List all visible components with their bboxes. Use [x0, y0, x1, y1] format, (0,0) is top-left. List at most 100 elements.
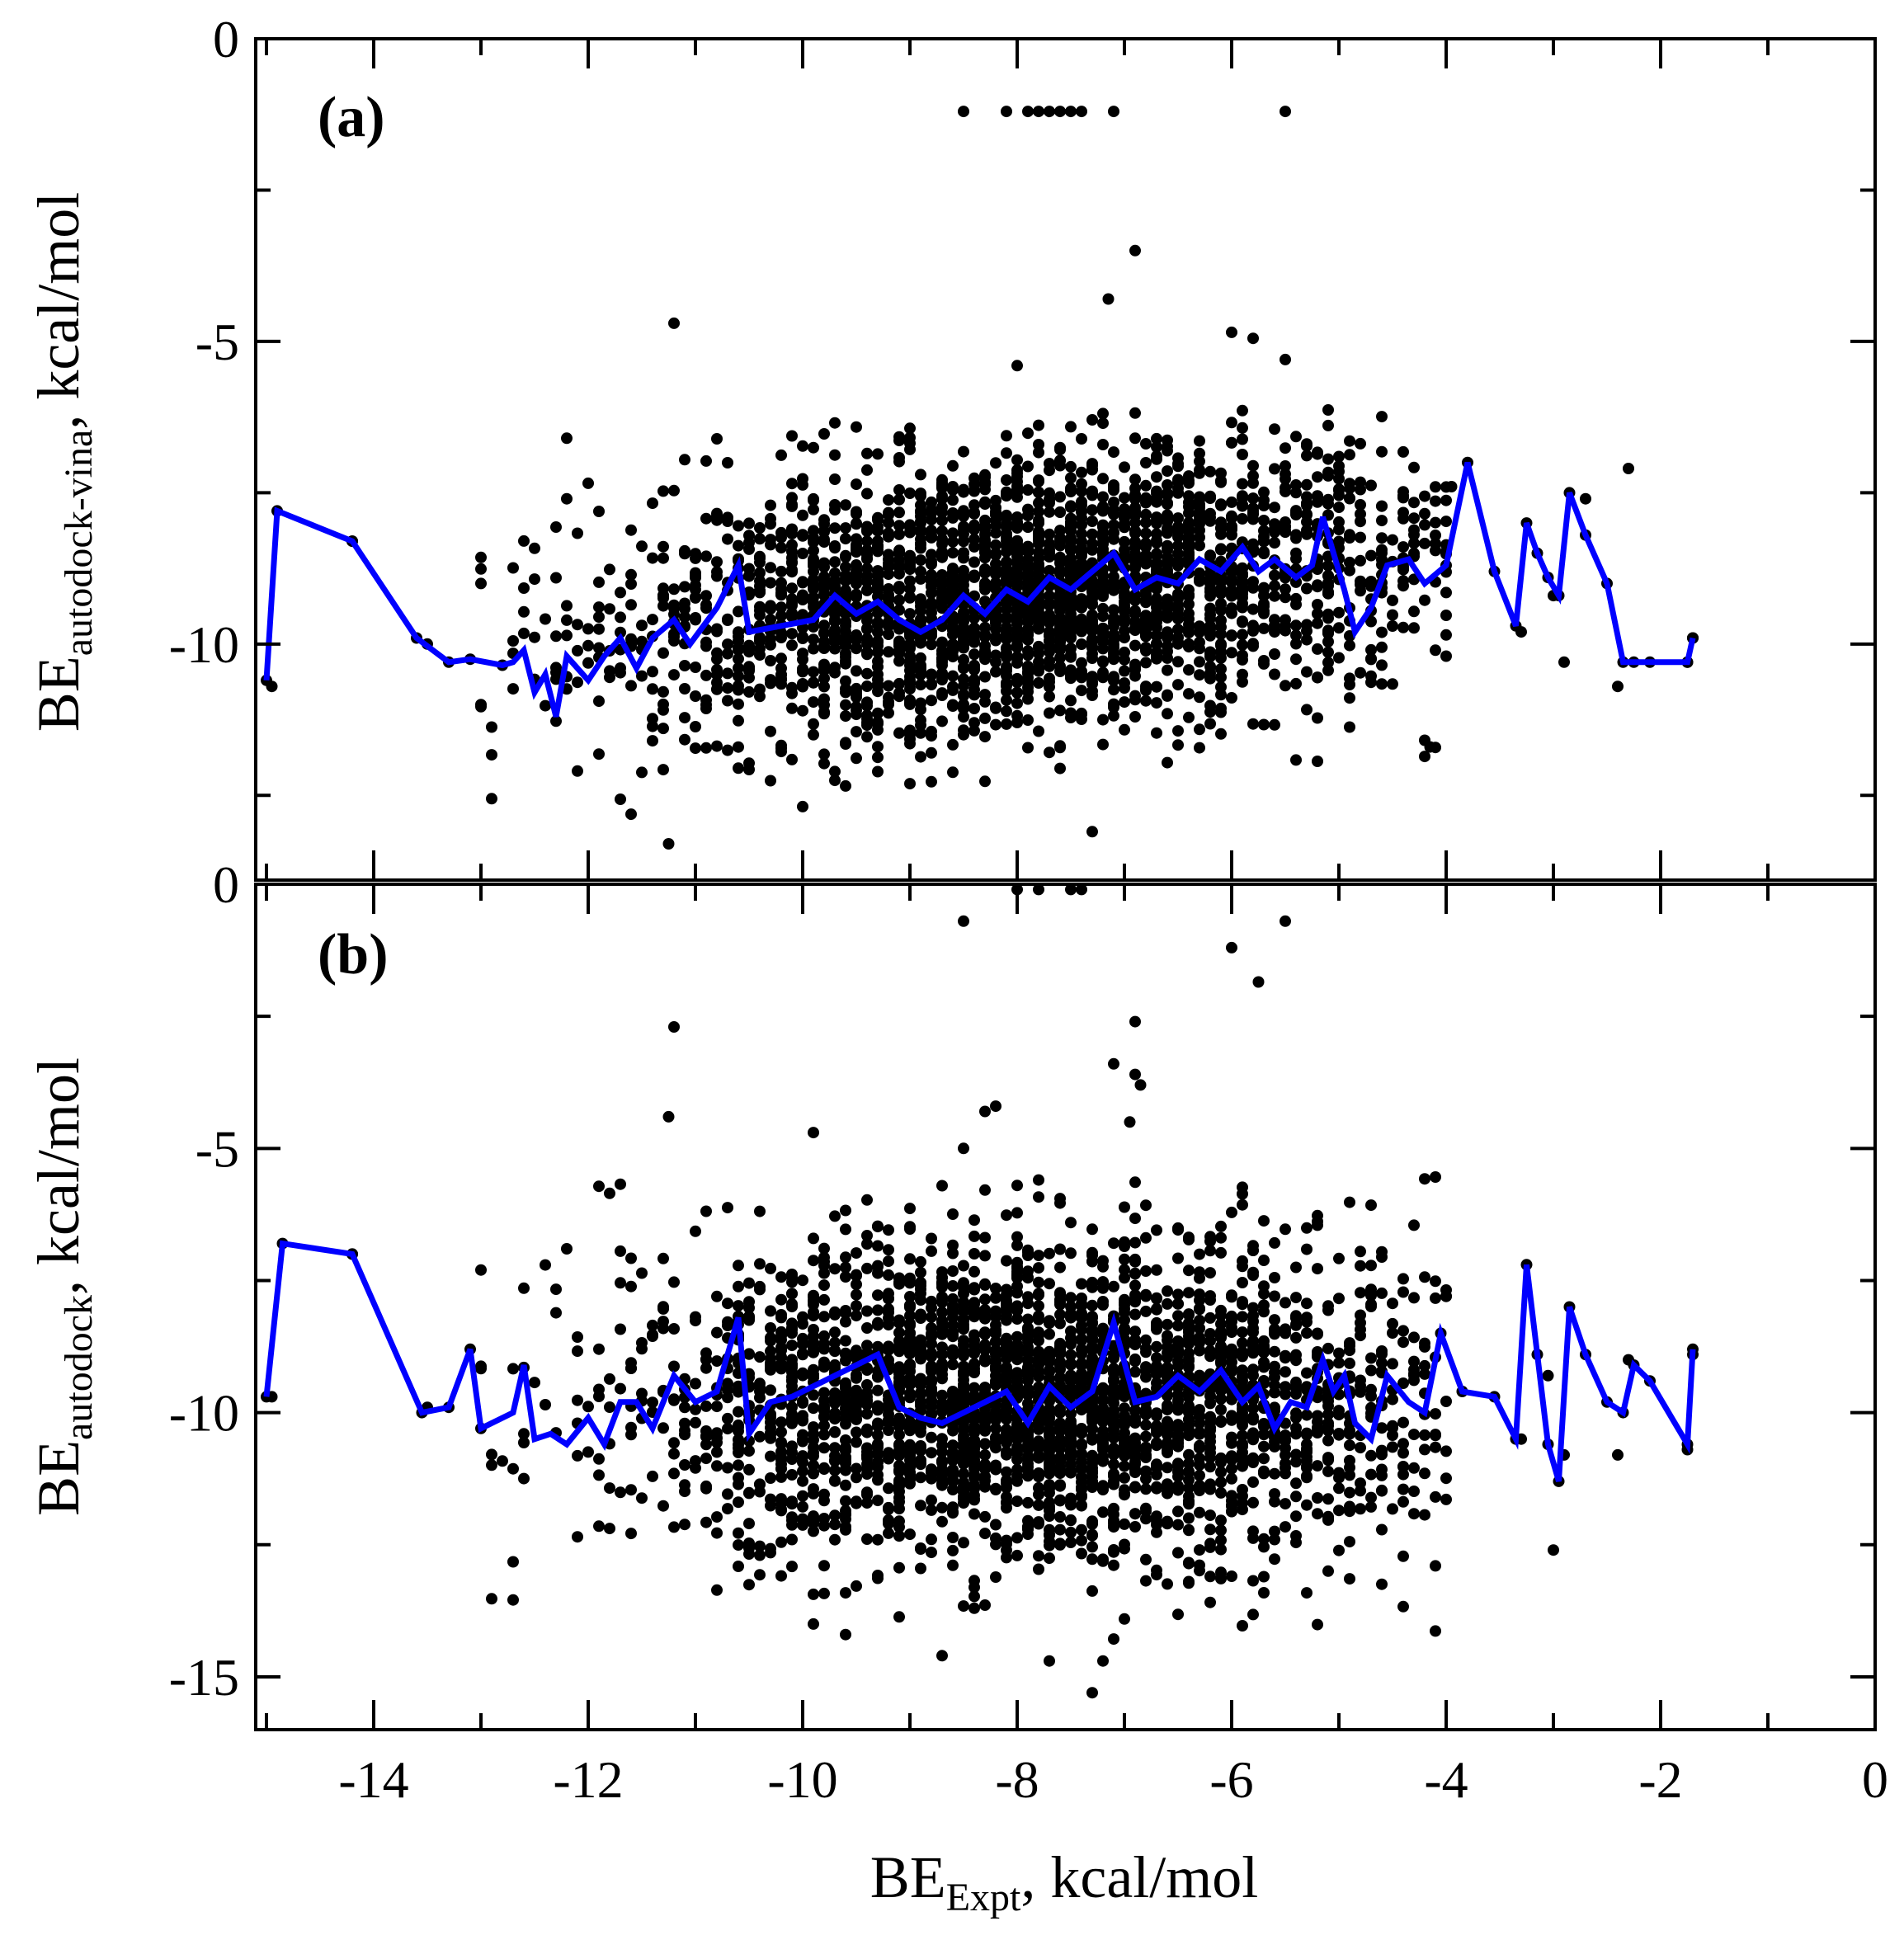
panel-a-x-ticks: [265, 39, 1877, 880]
scatter-point: [861, 623, 873, 634]
scatter-point: [1355, 437, 1366, 450]
scatter-point: [936, 506, 948, 519]
scatter-point: [936, 1397, 948, 1410]
scatter-point: [733, 714, 744, 727]
scatter-point: [1204, 1461, 1216, 1473]
scatter-point: [662, 838, 675, 850]
scatter-point: [883, 691, 894, 704]
scatter-point: [947, 1208, 959, 1220]
scatter-point: [1140, 1265, 1152, 1277]
scatter-point: [1258, 718, 1270, 731]
scatter-point: [1022, 1325, 1034, 1336]
scatter-point: [711, 683, 723, 695]
scatter-point: [1237, 404, 1248, 417]
scatter-point: [958, 445, 969, 458]
scatter-point: [679, 1401, 690, 1414]
scatter-point: [926, 1350, 937, 1363]
scatter-point: [733, 1300, 744, 1312]
scatter-point: [754, 1283, 766, 1296]
scatter-point: [1194, 467, 1205, 479]
scatter-point: [1301, 478, 1313, 491]
scatter-point: [979, 640, 991, 652]
scatter-point: [958, 1600, 969, 1613]
scatter-point: [1280, 572, 1291, 584]
scatter-point: [700, 636, 712, 648]
scatter-point: [936, 667, 948, 680]
scatter-point: [550, 630, 562, 643]
scatter-point: [1322, 1565, 1334, 1577]
scatter-point: [818, 1242, 830, 1255]
scatter-point: [765, 1305, 776, 1317]
scatter-point: [754, 1486, 766, 1498]
scatter-point: [1333, 652, 1345, 664]
scatter-point: [1376, 1578, 1388, 1590]
scatter-point: [1419, 594, 1430, 606]
scatter-point: [1237, 649, 1248, 662]
scatter-point: [1312, 1219, 1323, 1231]
scatter-point: [1247, 603, 1259, 615]
scatter-point: [1269, 614, 1280, 626]
scatter-point: [1151, 432, 1162, 445]
scatter-point: [1108, 647, 1119, 659]
scatter-point: [818, 1255, 830, 1268]
scatter-point: [958, 724, 969, 737]
scatter-point: [893, 452, 905, 464]
scatter-point: [829, 417, 841, 429]
scatter-point: [893, 1326, 905, 1339]
scatter-point: [1065, 1407, 1077, 1420]
scatter-point: [872, 635, 884, 647]
scatter-point: [1086, 581, 1098, 593]
scatter-point: [1001, 1344, 1012, 1356]
scatter-point: [958, 1467, 969, 1480]
scatter-point: [968, 1214, 980, 1227]
scatter-point: [947, 547, 959, 559]
scatter-point: [936, 515, 948, 527]
scatter-point: [1054, 762, 1066, 775]
scatter-point: [743, 536, 755, 549]
scatter-point: [733, 1280, 744, 1293]
scatter-point: [915, 633, 926, 646]
scatter-point: [690, 1416, 701, 1429]
scatter-point: [1204, 672, 1216, 685]
scatter-point: [1033, 446, 1044, 459]
scatter-point: [926, 1311, 937, 1323]
scatter-point: [1215, 1524, 1227, 1537]
scatter-point: [979, 1278, 991, 1291]
scatter-point: [786, 607, 798, 619]
panel-a-label: (a): [318, 86, 385, 149]
scatter-point: [1194, 1544, 1205, 1556]
scatter-point: [1054, 596, 1066, 609]
scatter-point: [840, 779, 851, 792]
scatter-point: [1076, 614, 1087, 626]
scatter-point: [979, 1449, 991, 1461]
scatter-point: [700, 512, 712, 525]
scatter-point: [1215, 1382, 1227, 1394]
scatter-point: [604, 563, 615, 576]
scatter-point: [1344, 1424, 1355, 1437]
scatter-point: [786, 1514, 798, 1527]
scatter-point: [1237, 499, 1248, 511]
scatter-point: [700, 694, 712, 706]
scatter-point: [1001, 665, 1012, 677]
scatter-point: [893, 567, 905, 580]
scatter-point: [1129, 525, 1141, 538]
scatter-point: [754, 522, 766, 534]
scatter-point: [1312, 1209, 1323, 1222]
scatter-point: [1129, 432, 1141, 445]
scatter-point: [657, 704, 669, 716]
scatter-point: [1033, 620, 1044, 632]
scatter-point: [775, 739, 787, 751]
scatter-point: [851, 1407, 862, 1420]
scatter-point: [872, 707, 884, 719]
scatter-point: [829, 449, 841, 461]
scatter-point: [1194, 1469, 1205, 1481]
scatter-point: [1247, 332, 1259, 345]
scatter-point: [1387, 1317, 1398, 1330]
scatter-point: [990, 1335, 1001, 1348]
scatter-point: [1247, 1302, 1259, 1314]
scatter-point: [1424, 741, 1436, 753]
scatter-point: [733, 1386, 744, 1398]
scatter-point: [1194, 455, 1205, 468]
scatter-point: [700, 1362, 712, 1374]
